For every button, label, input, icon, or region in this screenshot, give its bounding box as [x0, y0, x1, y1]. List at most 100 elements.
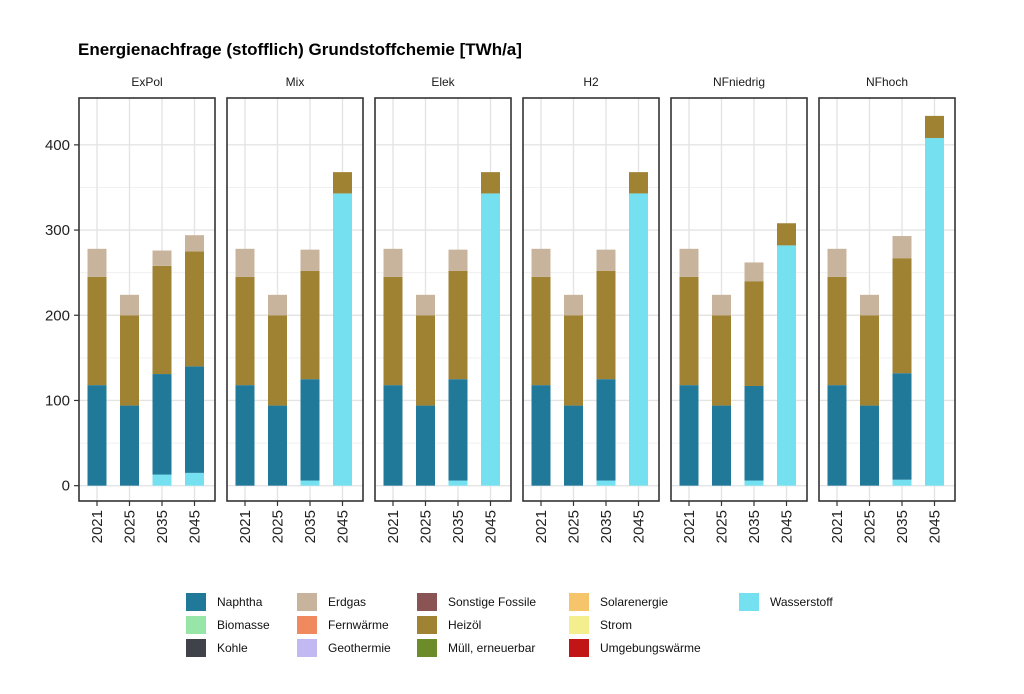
legend-label: Geothermie	[328, 641, 391, 655]
bar-segment-heizöl	[679, 276, 699, 386]
legend-item: Heizöl	[417, 616, 481, 634]
facet-label: NFniedrig	[713, 75, 765, 89]
legend-key	[417, 639, 437, 657]
x-tick-label: 2025	[418, 510, 435, 543]
bar-segment-heizöl	[531, 276, 551, 386]
bar-segment-heizöl	[892, 258, 912, 374]
bar-segment-erdgas	[120, 294, 139, 316]
bar-segment-erdgas	[531, 248, 551, 277]
bar-segment-wasserstoff	[925, 138, 944, 486]
legend-item: Kohle	[186, 639, 248, 657]
facet-label: Elek	[431, 75, 455, 89]
x-tick-label: 2025	[270, 510, 287, 543]
legend-label: Sonstige Fossile	[448, 595, 536, 609]
bar-segment-wasserstoff	[300, 480, 320, 486]
bar-segment-heizöl	[87, 276, 107, 386]
legend-label: Solarenergie	[600, 595, 668, 609]
bar-segment-heizöl	[596, 270, 616, 380]
bar-segment-wasserstoff	[744, 480, 764, 486]
bar-segment-wasserstoff	[333, 193, 352, 486]
legend-key	[186, 593, 206, 611]
bar-segment-erdgas	[235, 248, 255, 277]
bar-segment-naphtha	[827, 385, 847, 486]
legend-key	[417, 616, 437, 634]
bar-segment-naphtha	[744, 385, 764, 481]
bar-segment-naphtha	[120, 405, 139, 486]
bar-segment-naphtha	[268, 405, 287, 486]
legend-key	[297, 639, 317, 657]
bar-segment-naphtha	[448, 379, 468, 481]
legend-key	[569, 639, 589, 657]
legend-item: Sonstige Fossile	[417, 593, 536, 611]
legend-key	[569, 593, 589, 611]
panel-border	[818, 97, 956, 502]
bar-segment-erdgas	[152, 250, 172, 266]
legend-item: Strom	[569, 616, 632, 634]
bar-segment-heizöl	[300, 270, 320, 380]
legend-label: Fernwärme	[328, 618, 389, 632]
bar-segment-heizöl	[860, 315, 879, 406]
x-tick-label: 2021	[89, 510, 106, 543]
bar-segment-wasserstoff	[892, 479, 912, 486]
x-tick-label: 2021	[385, 510, 402, 543]
x-tick-label: 2025	[566, 510, 583, 543]
x-tick-label: 2025	[862, 510, 879, 543]
bar-segment-heizöl	[268, 315, 287, 406]
x-tick-label: 2045	[187, 510, 204, 543]
x-tick-label: 2045	[779, 510, 796, 543]
legend-label: Strom	[600, 618, 632, 632]
bar-segment-erdgas	[185, 235, 204, 252]
bar-segment-heizöl	[712, 315, 731, 406]
x-tick-label: 2021	[829, 510, 846, 543]
x-tick-label: 2045	[927, 510, 944, 543]
bar-segment-heizöl	[448, 270, 468, 380]
legend-label: Kohle	[217, 641, 248, 655]
bar-segment-erdgas	[416, 294, 435, 316]
panel-border	[522, 97, 660, 502]
bar-segment-naphtha	[300, 379, 320, 481]
panel-border	[78, 97, 216, 502]
y-axis: 0 100 200 300 400	[45, 137, 79, 495]
legend-item: Naphtha	[186, 593, 263, 611]
bar-segment-heizöl	[481, 172, 500, 194]
bar-segment-erdgas	[827, 248, 847, 277]
bar-segment-naphtha	[712, 405, 731, 486]
legend-key	[297, 616, 317, 634]
chart-title: Energienachfrage (stofflich) Grundstoffc…	[78, 40, 522, 59]
bar-segment-naphtha	[596, 379, 616, 481]
legend-label: Erdgas	[328, 595, 366, 609]
bar-segment-heizöl	[827, 276, 847, 386]
bar-segment-naphtha	[860, 405, 879, 486]
bar-segment-erdgas	[860, 294, 879, 316]
legend-key	[739, 593, 759, 611]
bar-segment-naphtha	[87, 385, 107, 486]
bar-segment-naphtha	[152, 374, 172, 475]
facet-label: NFhoch	[866, 75, 908, 89]
facet-label: Mix	[286, 75, 305, 89]
facet-panel-h2: H2 2021 2025 2035 2045	[522, 75, 660, 543]
legend-item: Solarenergie	[569, 593, 668, 611]
y-tick-label: 200	[45, 307, 70, 324]
bar-segment-erdgas	[383, 248, 403, 277]
y-tick-label: 0	[62, 478, 70, 495]
x-tick-label: 2045	[335, 510, 352, 543]
bar-segment-heizöl	[120, 315, 139, 406]
legend-item: Müll, erneuerbar	[417, 639, 535, 657]
bar-segment-wasserstoff	[448, 480, 468, 486]
bar-segment-wasserstoff	[777, 245, 796, 486]
bar-segment-heizöl	[333, 172, 352, 194]
facet-panel-nfniedrig: NFniedrig 2021 2025 2035 2045	[670, 75, 808, 543]
y-tick-label: 100	[45, 392, 70, 409]
x-tick-label: 2035	[450, 510, 467, 543]
facet-label: H2	[583, 75, 599, 89]
bar-segment-naphtha	[235, 385, 255, 486]
facet-panel-expol: ExPol 2021 2025 2035 2045	[78, 75, 216, 543]
x-tick-label: 2035	[894, 510, 911, 543]
x-tick-label: 2045	[631, 510, 648, 543]
bar-segment-heizöl	[235, 276, 255, 386]
panel-border	[226, 97, 364, 502]
legend-item: Biomasse	[186, 616, 270, 634]
bar-segment-erdgas	[679, 248, 699, 277]
x-tick-label: 2035	[598, 510, 615, 543]
